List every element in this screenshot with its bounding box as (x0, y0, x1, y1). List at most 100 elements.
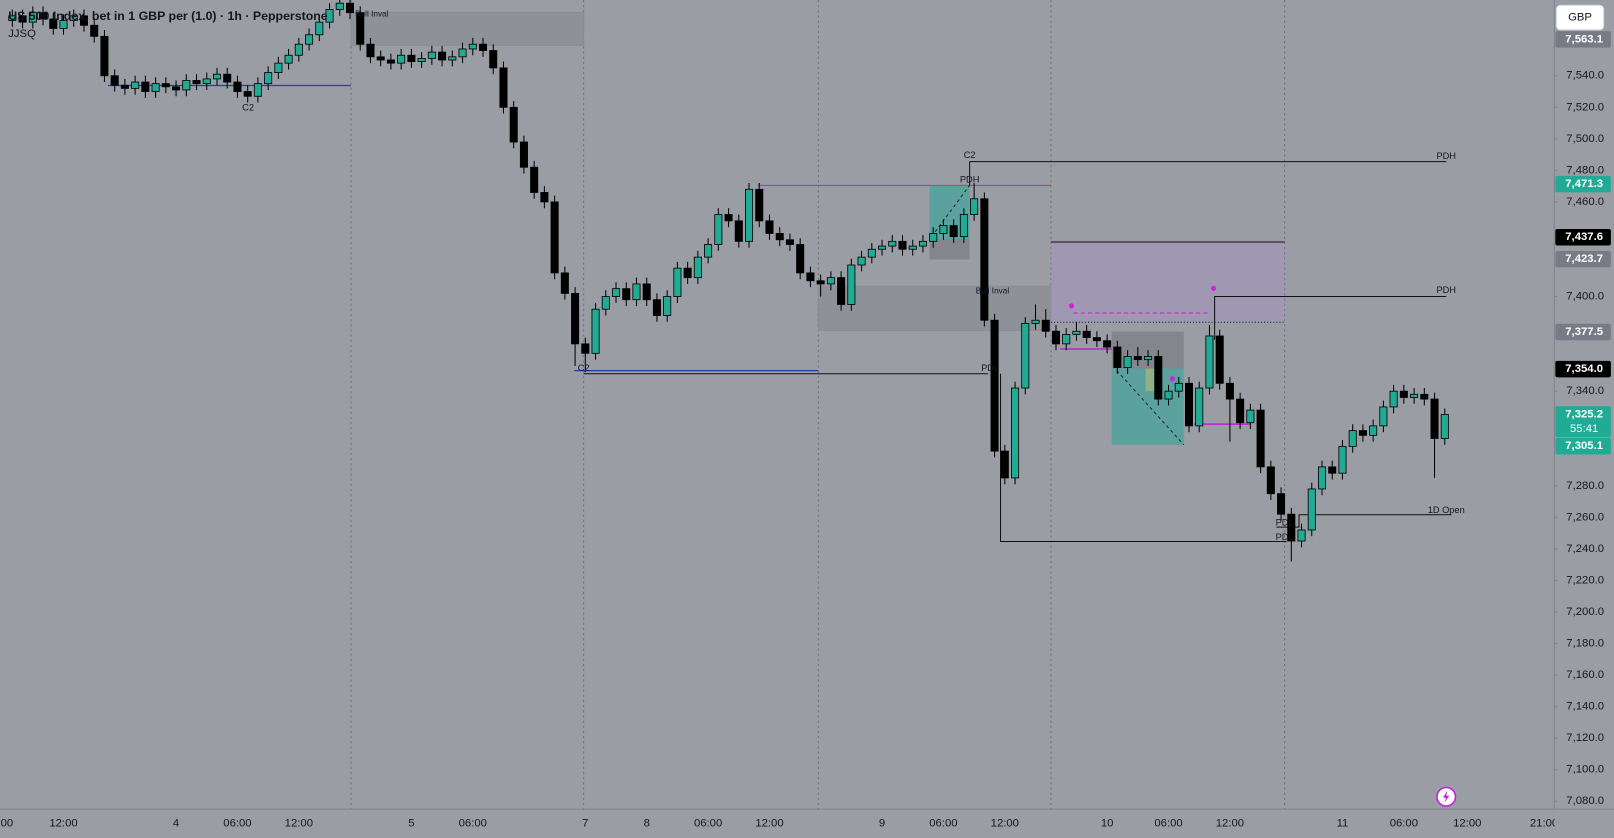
candle-body (28, 12, 37, 23)
x-tick-label: 7 (582, 818, 588, 830)
candle-body (785, 239, 794, 245)
candle-body (305, 34, 314, 45)
y-tick-label: 7,260.0 (1566, 511, 1604, 523)
currency-label[interactable]: GBP (1568, 12, 1592, 24)
candle-body (683, 267, 692, 279)
candle-body (110, 75, 119, 86)
x-tick-label: 21:00 (1530, 818, 1558, 830)
y-tick-label: 7,240.0 (1566, 543, 1604, 555)
candle-body (612, 288, 621, 297)
candle-body (1103, 340, 1112, 348)
candle-body (1164, 390, 1173, 400)
y-tick-label: 7,140.0 (1566, 701, 1604, 713)
zone (350, 11, 585, 46)
currency-button-box[interactable] (1555, 4, 1605, 31)
currency-button[interactable]: GBP (1555, 4, 1605, 31)
candle-body (438, 51, 447, 61)
candle-body (990, 319, 999, 452)
candle-body (908, 245, 917, 250)
candle-body (1307, 488, 1316, 531)
candle-body (530, 166, 539, 193)
candle-body (141, 81, 150, 92)
candle-body (1215, 335, 1224, 384)
annotation: Bull Inval (976, 287, 1010, 296)
candle-body (284, 54, 293, 64)
alert-icon[interactable] (1436, 786, 1457, 807)
candle-body (755, 188, 764, 222)
candle-body (1369, 425, 1378, 436)
annotation: PDL (981, 363, 999, 373)
candle-body (1041, 319, 1050, 332)
x-tick-label: 06:00 (929, 818, 957, 830)
candle-body (161, 83, 170, 88)
y-tick-label: 7,520.0 (1566, 101, 1604, 113)
axes: 7,540.0 7,520.0 7,500.0 7,480.0 7,460.0 7,400… (0, 31, 1614, 838)
price-marker (1555, 406, 1611, 438)
candle-body (1011, 387, 1020, 479)
candle-body (918, 240, 927, 247)
y-tick-label: 7,480.0 (1566, 164, 1604, 176)
candle-body (714, 214, 723, 245)
candle-body (1399, 390, 1408, 398)
candle-body (837, 277, 846, 305)
price-marker (1555, 229, 1611, 246)
candle-body (182, 80, 191, 91)
candle-body (1174, 382, 1183, 392)
candle-body (1154, 356, 1163, 400)
x-tick-label: 06:00 (694, 818, 722, 830)
candle-body (18, 15, 27, 23)
price-marker-label: 7,471.3 (1565, 178, 1603, 190)
candle-body (1184, 382, 1194, 427)
price-marker-label: 7,305.1 (1565, 440, 1603, 452)
candle-body (540, 192, 549, 203)
candle-body (775, 233, 784, 241)
chart-title: US 500 Index, bet in 1 GBP per (1.0) · 1… (8, 9, 328, 23)
candle-body (151, 83, 160, 92)
candle-body (1082, 330, 1091, 338)
candle-body (734, 220, 743, 242)
candle-body (223, 73, 232, 83)
candle-body (857, 256, 866, 266)
candle-body (949, 225, 958, 238)
y-tick-label: 7,200.0 (1566, 606, 1604, 618)
candle-body (898, 240, 907, 250)
candle-body (131, 81, 140, 89)
candle-body (1358, 430, 1367, 436)
candle-body (550, 201, 559, 274)
annotation: PDL (1276, 517, 1294, 527)
candle-body (939, 225, 948, 234)
candle-body (509, 106, 518, 143)
annotation: C2 (242, 103, 254, 113)
candle-body (673, 267, 682, 297)
candle-body (1236, 398, 1245, 424)
zone (817, 285, 1052, 331)
drawings (108, 11, 1452, 543)
candle-body (826, 277, 835, 285)
candle-body (765, 220, 774, 234)
price-marker (1555, 360, 1611, 378)
candle-body (212, 73, 221, 80)
signal-dot (1211, 285, 1217, 291)
x-tick-label: 8 (644, 818, 650, 830)
candle-body (1000, 450, 1009, 479)
candle-body (345, 2, 355, 14)
candle-body (274, 62, 283, 74)
x-tick-label: 11 (1337, 818, 1349, 830)
y-tick-label: 7,180.0 (1566, 638, 1604, 650)
candle-body (560, 272, 569, 294)
candle-body (601, 296, 610, 310)
price-marker (1555, 437, 1611, 455)
alert-bolt[interactable] (1443, 790, 1450, 803)
x-tick-label: 06:00 (223, 818, 251, 830)
candle-body (427, 51, 436, 59)
candle-body (59, 20, 68, 29)
annotations: Bull Inval C2 C2 PDH C2 PDL Bull Inval P… (242, 10, 1465, 542)
zone (1050, 241, 1285, 323)
x-tick-label: 06:00 (1390, 818, 1418, 830)
candle-body (69, 15, 78, 21)
signal-dot (1169, 376, 1175, 382)
candle-body (100, 35, 109, 77)
candle-body (888, 240, 897, 247)
